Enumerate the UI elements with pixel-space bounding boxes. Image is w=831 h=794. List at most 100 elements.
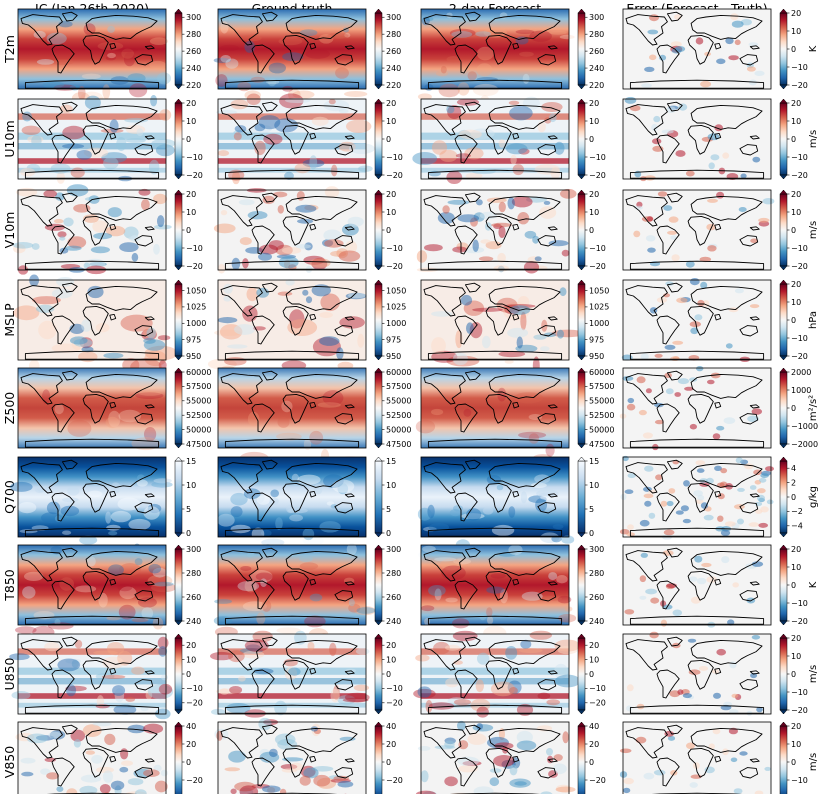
colorbar-tick-label: 10 (386, 208, 396, 217)
colorbar-tick-label: 300 (589, 13, 604, 22)
map-panel-u10m-error (622, 96, 772, 182)
colorbar-tick-label: 15 (589, 457, 599, 466)
colorbar-tick-label: −20 (791, 171, 808, 180)
colorbar-tick-label: 280 (386, 30, 401, 39)
colorbar-tick-label: 0 (791, 135, 796, 144)
unit-label-t850: K (808, 581, 819, 588)
colorbar-tick-label: 15 (386, 457, 396, 466)
colorbar-tick-label: 20 (186, 190, 196, 199)
colorbar-tick-label: 0 (791, 226, 796, 235)
colorbar-tick-label: 240 (186, 617, 201, 626)
colorbar-tick-label: −20 (386, 699, 403, 708)
colorbar-tick-label: 20 (386, 740, 396, 749)
colorbar-tick-label: −4 (791, 522, 803, 531)
colorbar-tick-label: 280 (589, 569, 604, 578)
colorbar-z500-error: 2000 1000 0 −1000 −2000 (779, 367, 818, 449)
map-panel-u850-forecast (413, 630, 581, 718)
colorbar-mslp-ic: 1050 1025 1000 975 950 (174, 279, 206, 361)
colorbar-tick-label: 260 (186, 593, 201, 602)
colorbar-tick-label: 0 (589, 670, 594, 679)
colorbar-tick-label: −20 (186, 262, 203, 271)
colorbar-tick-label: 20 (186, 740, 196, 749)
map-panel-z500-error (619, 365, 772, 451)
colorbar-q700-ic: 15 10 5 0 (174, 456, 196, 538)
colorbar-tick-label: 950 (386, 352, 401, 361)
colorbar-tick-label: 60000 (589, 368, 614, 377)
colorbar-mslp-truth: 1050 1025 1000 975 950 (374, 279, 406, 361)
colorbar-tick-label: 20 (186, 641, 196, 650)
colorbar-tick-label: 260 (589, 47, 604, 56)
colorbar-tick-label: 10 (791, 117, 801, 126)
colorbar-tick-label: 52500 (589, 411, 614, 420)
row-label-v10m: V10m (2, 212, 17, 249)
colorbar-tick-label: 0 (791, 404, 796, 413)
colorbar-tick-label: −10 (386, 244, 403, 253)
colorbar-t850-ic: 300 280 260 240 (174, 544, 201, 626)
colorbar-u10m-forecast: 20 10 0 −10 −20 (577, 98, 606, 180)
colorbar-tick-label: 1000 (589, 319, 609, 328)
map-panel-u850-error (622, 631, 772, 716)
unit-label-q700: g/kg (808, 486, 819, 508)
colorbar-tick-label: −10 (791, 334, 808, 343)
colorbar-tick-label: 260 (589, 593, 604, 602)
unit-label-t2m: K (808, 45, 819, 52)
colorbar-tick-label: 20 (791, 545, 801, 554)
map-panel-v850-forecast (415, 720, 576, 794)
colorbar-tick-label: −20 (791, 81, 808, 90)
colorbar-tick-label: 260 (186, 47, 201, 56)
colorbar-tick-label: 20 (791, 280, 801, 289)
colorbar-t2m-truth: 300 280 260 240 220 (374, 8, 401, 90)
colorbar-v10m-truth: 20 10 0 −10 −20 (374, 189, 403, 271)
colorbar-tick-label: 15 (186, 457, 196, 466)
colorbar-tick-label: 240 (589, 64, 604, 73)
map-panel-u850-truth (210, 630, 370, 718)
colorbar-tick-label: 0 (791, 758, 796, 767)
row-label-t2m: T2m (2, 35, 17, 64)
colorbar-tick-label: 1000 (386, 319, 406, 328)
colorbar-tick-label: 0 (589, 529, 594, 538)
colorbar-tick-label: 57500 (186, 382, 211, 391)
colorbar-tick-label: 20 (589, 190, 599, 199)
colorbar-tick-label: 1000 (186, 319, 206, 328)
colorbar-tick-label: 47500 (589, 440, 614, 449)
colorbar-tick-label: 0 (589, 226, 594, 235)
colorbar-tick-label: −10 (186, 153, 203, 162)
colorbar-tick-label: 20 (791, 634, 801, 643)
colorbar-t850-forecast: 300 280 260 240 (577, 544, 604, 626)
colorbar-tick-label: 0 (186, 529, 191, 538)
colorbar-tick-label: −10 (186, 244, 203, 253)
map-panel-mslp-truth (207, 279, 367, 372)
colorbar-tick-label: 55000 (186, 397, 211, 406)
map-panel-q700-truth (217, 456, 367, 560)
colorbar-tick-label: 47500 (186, 440, 211, 449)
colorbar-tick-label: 5 (589, 505, 594, 514)
map-panel-t850-error (622, 544, 772, 628)
colorbar-tick-label: 950 (589, 352, 604, 361)
colorbar-q700-error: 4 2 0 −2 −4 (779, 456, 803, 538)
colorbar-tick-label: 10 (791, 208, 801, 217)
colorbar-tick-label: 0 (589, 135, 594, 144)
colorbar-tick-label: 280 (186, 30, 201, 39)
map-panel-v850-truth (214, 717, 367, 794)
colorbar-tick-label: 240 (589, 617, 604, 626)
colorbar-tick-label: −10 (589, 153, 606, 162)
colorbar-tick-label: −2 (791, 507, 803, 516)
colorbar-tick-label: 40 (186, 722, 196, 731)
colorbar-tick-label: 20 (186, 99, 196, 108)
colorbar-tick-label: −20 (386, 262, 403, 271)
unit-label-v10m: m/s (808, 221, 819, 239)
colorbar-tick-label: 300 (386, 545, 401, 554)
colorbar-tick-label: 0 (386, 135, 391, 144)
colorbar-u10m-ic: 20 10 0 −10 −20 (174, 98, 203, 180)
colorbar-tick-label: 10 (186, 208, 196, 217)
colorbar-tick-label: 20 (589, 99, 599, 108)
map-panel-t2m-forecast (417, 8, 575, 108)
colorbar-tick-label: 10 (186, 655, 196, 664)
colorbar-tick-label: 60000 (186, 368, 211, 377)
colorbar-tick-label: 950 (186, 352, 201, 361)
colorbar-tick-label: 280 (589, 30, 604, 39)
